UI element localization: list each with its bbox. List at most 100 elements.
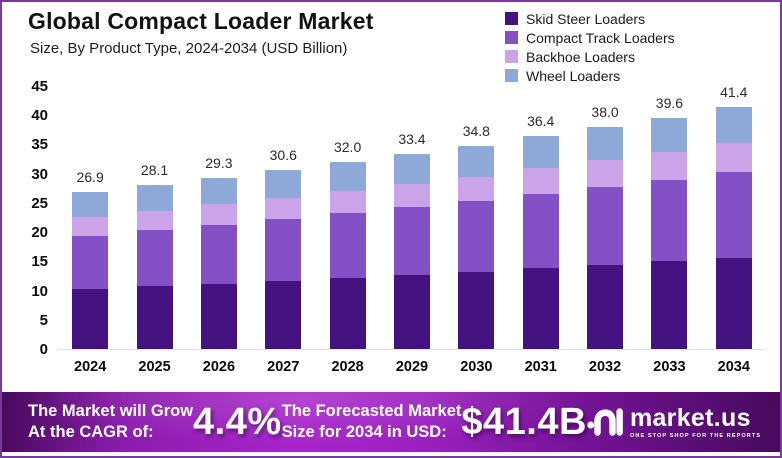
x-tick-label: 2031 (524, 359, 557, 375)
legend: Skid Steer Loaders Compact Track Loaders B… (505, 9, 675, 85)
y-tick-label: 20 (31, 224, 48, 242)
bar-column: 38.0 (573, 87, 637, 349)
bar-column: 28.1 (122, 87, 186, 349)
legend-item: Skid Steer Loaders (505, 9, 675, 28)
legend-label: Compact Track Loaders (526, 29, 675, 46)
legend-swatch (505, 69, 518, 82)
bar-total-label: 26.9 (76, 168, 104, 185)
bar-segment (136, 286, 173, 349)
bar-total-label: 32.0 (333, 138, 362, 155)
bar-segment (200, 284, 237, 349)
stacked-bar (651, 117, 688, 349)
bar-total-label: 29.3 (205, 154, 233, 171)
bar-segment (329, 190, 366, 213)
bar-total-label: 33.4 (398, 130, 426, 147)
legend-label: Wheel Loaders (526, 67, 621, 84)
bar-segment (329, 212, 366, 279)
y-tick-label: 15 (31, 253, 48, 271)
bar-total-label: 36.4 (527, 113, 555, 130)
legend-label: Backhoe Loaders (526, 48, 635, 65)
legend-swatch (505, 50, 518, 63)
bar-segment (522, 168, 559, 194)
bar-column: 30.6 (251, 87, 315, 349)
x-axis: 2024 2025 2026 2027 2028 2029 2030 2031 2032 2033… (58, 359, 766, 375)
y-tick-label: 45 (31, 78, 48, 95)
bar-segment (458, 200, 495, 272)
bar-segment (715, 107, 752, 144)
x-tick-label: 2029 (395, 359, 429, 375)
forecast-label-line1: The Forecasted Market (281, 402, 462, 421)
bar-segment (458, 271, 495, 349)
x-tick-label: 2028 (331, 359, 364, 375)
bar-segment (393, 153, 430, 184)
bar-segment (329, 278, 366, 349)
bar-total-label: 28.1 (140, 161, 169, 178)
bar-total-label: 34.8 (462, 122, 490, 139)
bar-total-label: 38.0 (591, 103, 619, 120)
stacked-bar (522, 136, 559, 349)
bar-segment (136, 229, 173, 287)
bar-segment (265, 218, 302, 282)
y-tick-label: 10 (31, 282, 48, 300)
legend-swatch (505, 31, 518, 44)
x-tick-label: 2030 (460, 359, 493, 375)
bar-segment (200, 204, 237, 225)
bar-column: 41.4 (702, 84, 766, 349)
y-tick-label: 30 (31, 165, 48, 183)
bar-segment (329, 162, 366, 191)
brand-mark-icon (587, 408, 623, 436)
bar-segment (587, 160, 624, 187)
bar-segment (265, 197, 302, 219)
x-tick-label: 2025 (138, 359, 171, 375)
legend-swatch (505, 12, 518, 25)
x-tick-label: 2033 (653, 359, 686, 375)
bar-segment (393, 275, 430, 349)
stacked-bar (136, 184, 173, 349)
x-tick-label: 2034 (717, 359, 750, 375)
cagr-value: 4.4% (193, 400, 282, 443)
bar-column: 26.9 (58, 87, 122, 349)
bar-segment (651, 152, 688, 180)
forecast-label-line2: Size for 2034 in USD: (281, 423, 447, 441)
bar-segment (72, 235, 109, 290)
bar-segment (715, 257, 752, 349)
footer-banner: The Market will Grow At the CAGR of: 4.4… (2, 392, 780, 452)
bar-segment (72, 289, 109, 349)
bar-segment (136, 184, 173, 211)
bar-segment (72, 191, 109, 217)
y-tick-label: 35 (31, 136, 48, 154)
bar-column: 32.0 (315, 87, 379, 349)
bar-total-label: 39.6 (655, 94, 684, 111)
bar-column: 36.4 (509, 87, 573, 349)
bar-segment (458, 176, 495, 201)
page-subtitle: Size, By Product Type, 2024-2034 (USD Bi… (30, 40, 348, 57)
bar-segment (265, 281, 302, 349)
stacked-bar (393, 153, 430, 349)
bar-segment (200, 224, 237, 285)
y-tick-label: 40 (31, 107, 48, 125)
legend-item: Wheel Loaders (505, 66, 675, 85)
cagr-label: The Market will Grow At the CAGR of: (28, 401, 193, 442)
y-tick-label: 0 (39, 341, 48, 358)
bar-column: 33.4 (380, 87, 444, 349)
stacked-bar (72, 191, 109, 349)
x-tick-label: 2032 (588, 359, 622, 375)
stacked-bar (458, 145, 495, 349)
page-title: Global Compact Loader Market (28, 8, 374, 34)
bar-segment (715, 171, 752, 258)
bar-segment (393, 207, 430, 276)
y-tick-label: 5 (39, 311, 48, 329)
cagr-label-line1: The Market will Grow (28, 402, 194, 421)
stacked-bar (265, 170, 302, 349)
y-tick-label: 25 (31, 194, 48, 212)
bar-segment (651, 261, 688, 349)
plot-area: 26.9 28.1 29.3 30.6 32.0 33.4 34.8 36.4 38.0 39.6… (58, 84, 766, 350)
bar-segment (200, 177, 237, 205)
bar-segment (265, 170, 302, 198)
x-tick-label: 2024 (74, 359, 107, 375)
bar-segment (587, 264, 624, 349)
bar-segment (715, 143, 752, 172)
legend-label: Skid Steer Loaders (526, 10, 646, 27)
bar-column: 29.3 (187, 87, 251, 349)
